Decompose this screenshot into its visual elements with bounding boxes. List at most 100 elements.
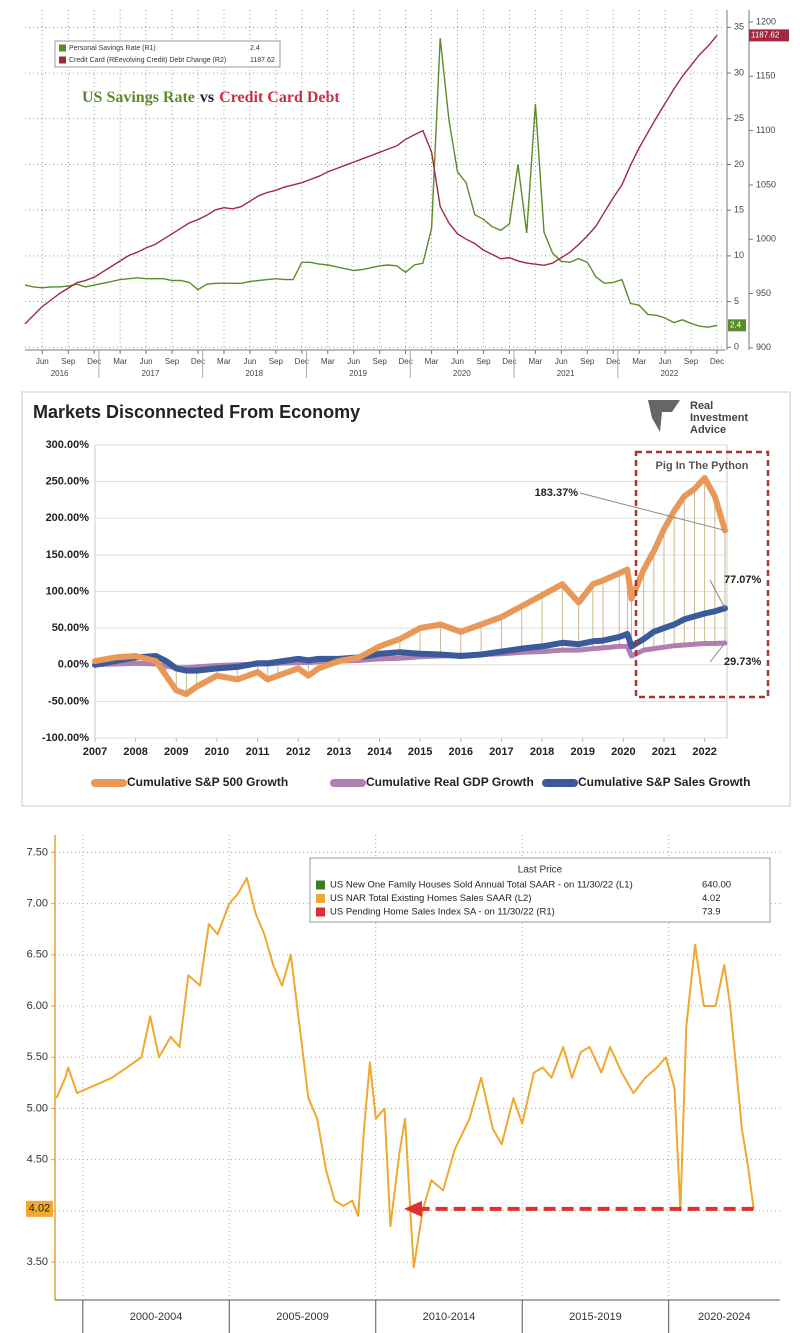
- series-line: [55, 877, 755, 1269]
- chart-title: Markets Disconnected From Economy: [33, 402, 360, 422]
- x-tick-label: 2010: [205, 746, 229, 758]
- x-tick-label: 2017: [489, 746, 513, 758]
- x-tick-label: Mar: [425, 357, 439, 366]
- x-tick-label: 2018: [530, 746, 554, 758]
- x-tick-label: Mar: [113, 357, 127, 366]
- legend-value: 1187.62: [250, 57, 275, 64]
- title-part: US Savings Rate: [82, 89, 195, 106]
- x-tick-label: Sep: [580, 357, 595, 366]
- y-tick-label: -100.00%: [42, 732, 89, 744]
- y-tick-label: 20: [734, 159, 744, 169]
- y2-tick-label: 900: [756, 342, 771, 352]
- legend-swatch: [59, 56, 66, 64]
- x-tick-label: Sep: [61, 357, 76, 366]
- x-tick-label: Jun: [140, 357, 153, 366]
- legend-label: Personal Savings Rate (R1): [69, 45, 156, 52]
- legend-label: US NAR Total Existing Homes Sales SAAR (…: [330, 893, 532, 904]
- y-tick-label: 3.50: [27, 1256, 48, 1268]
- x-group-label: 2016: [51, 369, 69, 378]
- x-tick-label: 2019: [570, 746, 594, 758]
- x-group-label: 2022: [661, 369, 679, 378]
- x-tick-label: 2020: [611, 746, 635, 758]
- x-group-label: 2017: [142, 369, 160, 378]
- y-tick-label: 15: [734, 205, 744, 215]
- x-tick-label: 2016: [449, 746, 473, 758]
- x-tick-label: Sep: [373, 357, 388, 366]
- legend-label: US Pending Home Sales Index SA - on 11/3…: [330, 907, 555, 918]
- leader-line: [579, 492, 726, 531]
- y2-tick-label: 1050: [756, 179, 776, 189]
- x-tick-label: Jun: [659, 357, 672, 366]
- x-tick-label: Mar: [217, 357, 231, 366]
- y-tick-label: 7.00: [27, 898, 48, 910]
- logo-text: Advice: [690, 424, 726, 436]
- x-tick-label: Sep: [269, 357, 284, 366]
- series-line: [24, 34, 718, 325]
- y-tick-label: 25: [734, 113, 744, 123]
- y-tick-label: 5: [734, 296, 739, 306]
- x-tick-label: Dec: [191, 357, 205, 366]
- end-label: 29.73%: [724, 656, 762, 668]
- x-tick-label: 2013: [327, 746, 351, 758]
- x-tick-label: Dec: [606, 357, 620, 366]
- x-tick-label: Dec: [710, 357, 724, 366]
- chart-title: US Savings Rate vs Credit Card Debt: [82, 89, 340, 106]
- x-tick-label: Mar: [528, 357, 542, 366]
- y-tick-label: 5.50: [27, 1051, 48, 1063]
- y-tick-label: 35: [734, 22, 744, 32]
- legend-swatch: [59, 44, 66, 52]
- logo-text: Real: [690, 400, 713, 412]
- y-tick-label: 200.00%: [46, 512, 90, 524]
- x-tick-label: 2008: [123, 746, 147, 758]
- y-tick-label: 150.00%: [46, 549, 90, 561]
- annotation: Pig In The Python: [656, 460, 749, 472]
- title-part: Credit Card Debt: [219, 89, 340, 106]
- y-tick-label: 4.50: [27, 1154, 48, 1166]
- x-tick-label: Dec: [398, 357, 412, 366]
- x-group-label: 2005-2009: [276, 1311, 329, 1323]
- legend-box: [309, 857, 771, 923]
- x-group-label: 2015-2019: [569, 1311, 622, 1323]
- y-tick-label: 300.00%: [46, 439, 90, 451]
- last-value-label: 1187.62: [751, 31, 780, 40]
- last-value-tag: [26, 1200, 53, 1217]
- logo-text: Investment: [690, 412, 748, 424]
- end-label: 183.37%: [535, 487, 579, 499]
- x-tick-label: Jun: [451, 357, 464, 366]
- y-tick-label: 7.50: [27, 846, 48, 858]
- legend-swatch: [316, 907, 325, 917]
- legend-value: 73.9: [702, 907, 721, 918]
- logo-mark: [648, 400, 680, 432]
- y-tick-label: 0: [734, 342, 739, 352]
- last-value-tag: [749, 29, 789, 42]
- end-label: 77.07%: [724, 574, 762, 586]
- x-group-label: 2021: [557, 369, 575, 378]
- legend-label: US New One Family Houses Sold Annual Tot…: [330, 880, 633, 891]
- y-tick-label: 10: [734, 250, 744, 260]
- x-group-label: 2019: [349, 369, 367, 378]
- y-tick-label: 5.00: [27, 1102, 48, 1114]
- x-group-label: 2010-2014: [423, 1311, 476, 1323]
- y-tick-label: 0.00%: [58, 659, 89, 671]
- leader-line: [709, 579, 726, 609]
- legend-value: 4.02: [702, 893, 721, 904]
- series-line: [24, 38, 718, 328]
- y-tick-label: 250.00%: [46, 476, 90, 488]
- legend-box: [54, 40, 281, 68]
- leader-line: [709, 642, 726, 663]
- x-tick-label: Dec: [502, 357, 516, 366]
- legend-label: Cumulative S&P Sales Growth: [578, 775, 751, 789]
- x-tick-label: 2015: [408, 746, 432, 758]
- legend-value: 2.4: [250, 45, 260, 52]
- y-tick-label: 100.00%: [46, 585, 90, 597]
- x-group-label: 2018: [245, 369, 263, 378]
- y-tick-label: -50.00%: [48, 695, 89, 707]
- x-tick-label: Jun: [347, 357, 360, 366]
- y-tick-label: 50.00%: [52, 622, 90, 634]
- last-value-tag: [728, 319, 746, 332]
- x-tick-label: Mar: [321, 357, 335, 366]
- last-value-label: 4.02: [29, 1203, 50, 1215]
- y2-tick-label: 1200: [756, 16, 776, 26]
